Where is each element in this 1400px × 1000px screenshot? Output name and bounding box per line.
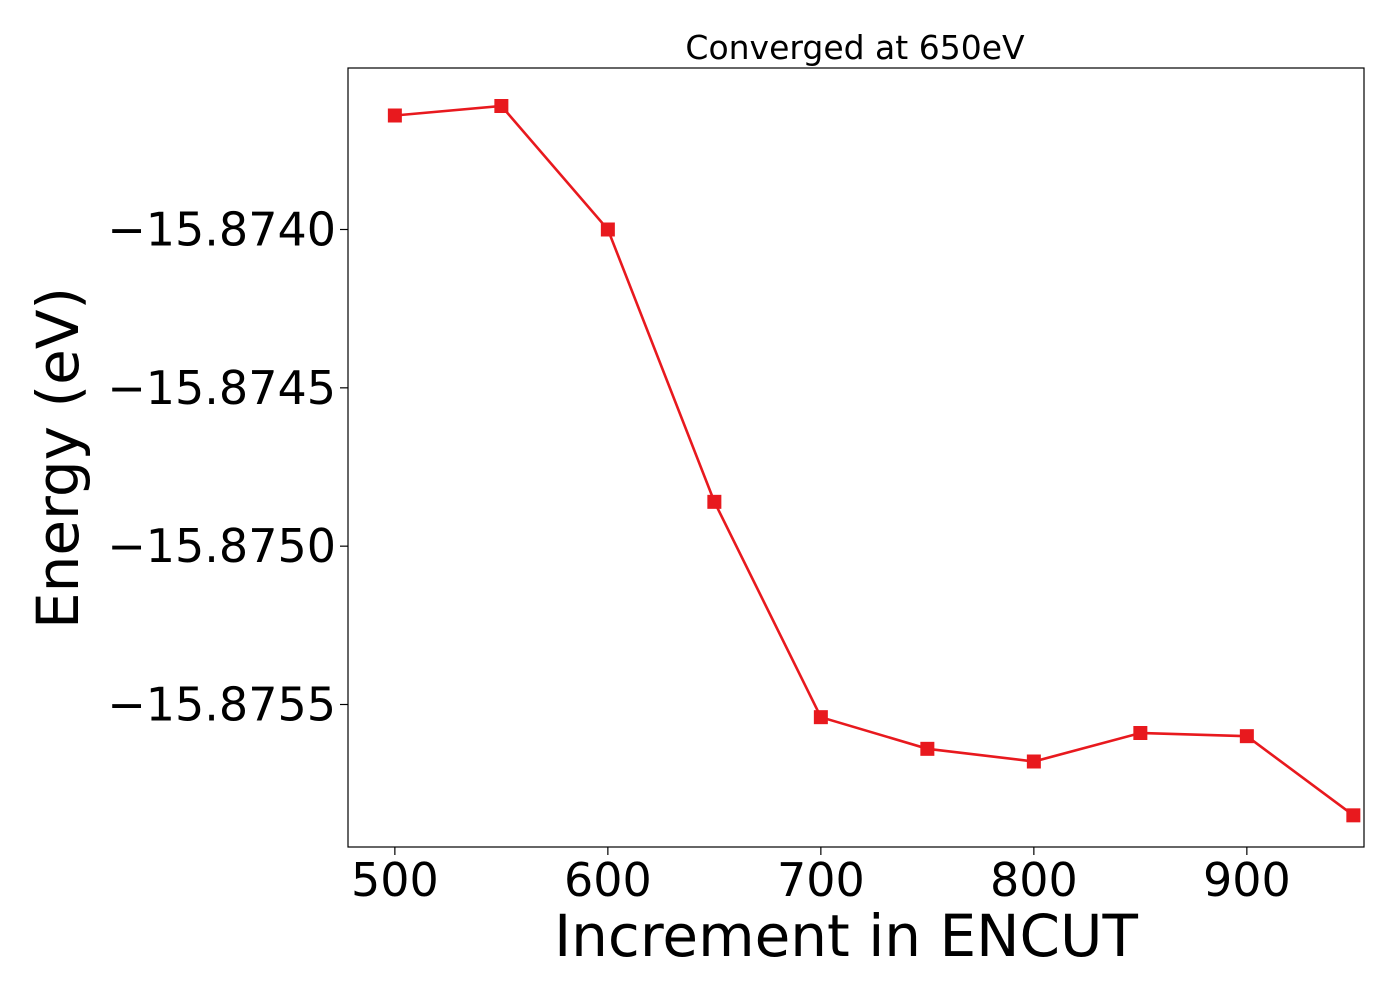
series-energy	[387, 99, 1361, 823]
data-point-marker	[1133, 726, 1148, 740]
series-line	[394, 104, 1355, 817]
data-point-marker	[1026, 754, 1041, 769]
data-point-marker	[707, 494, 722, 509]
y-tick-label: −15.8740	[107, 203, 336, 257]
x-tick-label: 900	[1203, 853, 1291, 907]
data-point-marker	[387, 108, 402, 123]
x-axis: 500 600 700 800 900	[351, 847, 1291, 907]
data-point-marker	[494, 99, 509, 113]
x-tick-label: 500	[351, 853, 439, 907]
x-tick-label: 800	[990, 853, 1078, 907]
data-point-marker	[920, 741, 935, 756]
y-axis: −15.8740 −15.8745 −15.8750 −15.8755	[107, 203, 348, 732]
data-point-marker	[1346, 808, 1361, 823]
chart-title: Converged at 650eV	[685, 28, 1025, 67]
y-tick-label: −15.8750	[107, 519, 336, 573]
data-point-marker	[813, 710, 828, 725]
data-point-marker	[1239, 729, 1254, 744]
x-tick-label: 700	[777, 853, 865, 907]
x-tick-label: 600	[564, 853, 652, 907]
data-point-marker	[600, 222, 615, 237]
plot-area-frame	[347, 67, 1365, 848]
y-tick-label: −15.8745	[107, 361, 336, 415]
y-axis-label: Energy (eV)	[24, 287, 92, 629]
y-tick-label: −15.8755	[107, 678, 336, 732]
x-axis-label: Increment in ENCUT	[554, 902, 1138, 970]
